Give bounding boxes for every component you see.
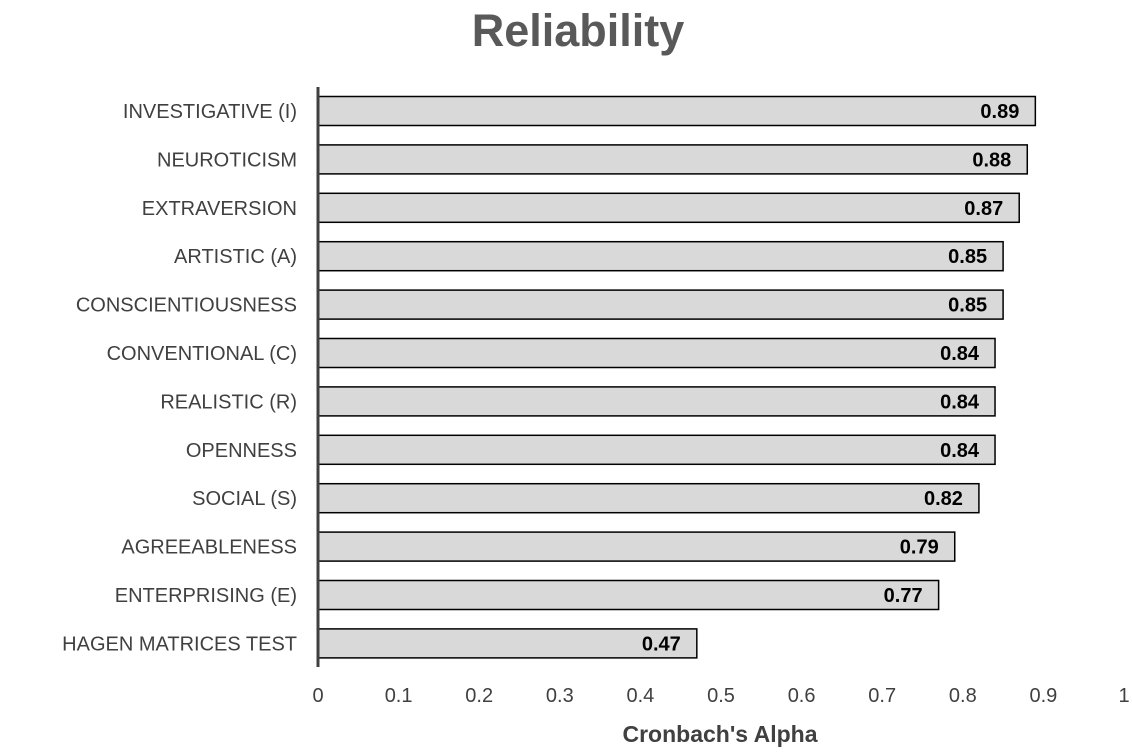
x-tick-label: 0.8 xyxy=(949,685,977,707)
bar-4 xyxy=(317,289,1004,320)
bar-11 xyxy=(317,628,698,659)
category-label: HAGEN MATRICES TEST xyxy=(62,633,297,655)
category-label: ARTISTIC (A) xyxy=(174,246,297,268)
data-label: 0.84 xyxy=(940,391,980,413)
data-label: 0.89 xyxy=(980,101,1019,123)
bar-8 xyxy=(317,482,980,514)
bar-5 xyxy=(317,337,996,369)
category-label: SOCIAL (S) xyxy=(192,488,297,510)
category-label: EXTRAVERSION xyxy=(142,198,297,220)
x-tick-label: 0.4 xyxy=(626,685,654,707)
data-label: 0.85 xyxy=(948,295,987,317)
data-label: 0.85 xyxy=(948,246,987,268)
data-label: 0.47 xyxy=(642,633,681,655)
bar-6 xyxy=(317,386,996,417)
data-labels: 0.89 0.88 0.87 0.85 0.85 0.84 0.84 0.84 0.82 0.79… xyxy=(642,101,1019,655)
bars-group xyxy=(317,95,1037,659)
data-label: 0.77 xyxy=(884,585,923,607)
x-tick-label: 0.6 xyxy=(788,685,816,707)
data-label: 0.84 xyxy=(940,343,980,365)
data-label: 0.87 xyxy=(964,198,1003,220)
x-tick-label: 1 xyxy=(1118,685,1129,707)
category-label: NEUROTICISM xyxy=(157,149,297,171)
category-labels: INVESTIGATIVE (I) NEUROTICISM EXTRAVERSION… xyxy=(62,101,297,655)
x-tick-label: 0.1 xyxy=(385,685,413,707)
data-label: 0.79 xyxy=(900,537,939,559)
category-label: CONSCIENTIOUSNESS xyxy=(76,295,297,317)
bar-2 xyxy=(317,192,1020,224)
bar-7 xyxy=(317,434,996,466)
x-tick-labels: 0 0.1 0.2 0.3 0.4 0.5 0.6 0.7 0.8 0.9 1 xyxy=(312,685,1129,707)
category-label: OPENNESS xyxy=(186,440,297,462)
x-tick-label: 0 xyxy=(312,685,323,707)
data-label: 0.84 xyxy=(940,440,980,462)
bar-9 xyxy=(317,531,956,562)
x-tick-label: 0.5 xyxy=(707,685,735,707)
data-label: 0.88 xyxy=(972,149,1011,171)
data-label: 0.82 xyxy=(924,488,963,510)
x-tick-label: 0.9 xyxy=(1029,685,1057,707)
bar-10 xyxy=(317,579,940,611)
chart-title: Reliability xyxy=(472,5,685,56)
x-tick-label: 0.7 xyxy=(868,685,896,707)
category-label: REALISTIC (R) xyxy=(160,391,297,413)
category-label: CONVENTIONAL (C) xyxy=(107,343,297,365)
x-tick-label: 0.2 xyxy=(465,685,493,707)
bar-1 xyxy=(317,144,1029,175)
x-tick-label: 0.3 xyxy=(546,685,574,707)
x-axis-title: Cronbach's Alpha xyxy=(622,721,817,747)
category-label: AGREEABLENESS xyxy=(121,537,297,559)
bar-3 xyxy=(317,240,1004,272)
category-label: ENTERPRISING (E) xyxy=(115,585,297,607)
category-label: INVESTIGATIVE (I) xyxy=(123,101,297,123)
bar-0 xyxy=(317,95,1037,127)
